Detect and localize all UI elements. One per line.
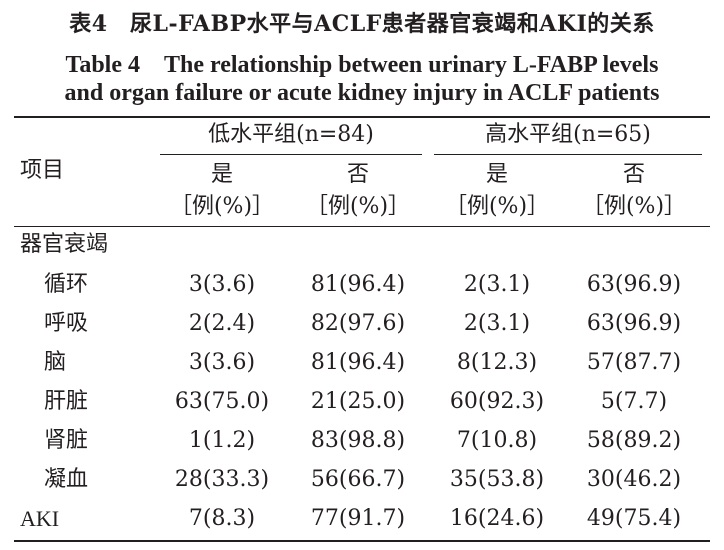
table-cell: 49(75.4) [586, 506, 682, 531]
table-cell: 77(91.7) [310, 506, 406, 531]
header-group-high: 高水平组(n=65) [485, 122, 651, 147]
table-cell: 57(87.7) [586, 350, 682, 375]
table-cell: 7(10.8) [456, 428, 538, 453]
header-group-low: 低水平组(n=84) [208, 122, 374, 147]
row-label: 循环 [44, 272, 89, 297]
table-cell: 81(96.4) [310, 350, 406, 375]
table-cell: 1(1.2) [188, 428, 256, 453]
table-cell: 81(96.4) [310, 272, 406, 297]
table-cell: 56(66.7) [310, 467, 406, 492]
row-label: 肾脏 [44, 428, 89, 453]
table-cell: 3(3.6) [188, 350, 256, 375]
table-cell: 63(75.0) [174, 389, 270, 414]
table-cell: 83(98.8) [310, 428, 406, 453]
header-unit-3: ［例(%)］ [444, 194, 550, 219]
table-cell: 3(3.6) [188, 272, 256, 297]
table-cell: 63(96.9) [586, 272, 682, 297]
row-label: 肝脏 [44, 389, 89, 414]
table-cell: 7(8.3) [188, 506, 256, 531]
table-cell: 35(53.8) [449, 467, 545, 492]
table-cell: 2(3.1) [463, 311, 531, 336]
header-unit-4: ［例(%)］ [581, 194, 687, 219]
table-cell: 63(96.9) [586, 311, 682, 336]
group-rule-high [434, 154, 702, 155]
row-label: 凝血 [44, 467, 89, 492]
header-unit-2: ［例(%)］ [305, 194, 411, 219]
table-top-rule [14, 116, 710, 118]
table-cell: 82(97.6) [310, 311, 406, 336]
header-unit-1: ［例(%)］ [169, 194, 275, 219]
table-cell: 5(7.7) [600, 389, 668, 414]
table-header-rule [14, 226, 710, 227]
table-title-english-line2: and organ failure or acute kidney injury… [64, 80, 660, 106]
table-cell: 30(46.2) [586, 467, 682, 492]
header-low-no: 否 [346, 162, 370, 187]
table-cell: 60(92.3) [449, 389, 545, 414]
table-cell: 58(89.2) [586, 428, 682, 453]
table-cell: 28(33.3) [174, 467, 270, 492]
group-rule-low [160, 154, 422, 155]
row-label: 脑 [44, 350, 67, 375]
table-cell: 2(2.4) [188, 311, 256, 336]
table-title-english-line1: Table 4 The relationship between urinary… [65, 52, 659, 78]
table-bottom-rule [14, 540, 710, 542]
table-cell: 21(25.0) [310, 389, 406, 414]
header-item: 项目 [20, 158, 65, 183]
header-high-no: 否 [622, 162, 646, 187]
row-label: 呼吸 [44, 311, 89, 336]
header-low-yes: 是 [210, 162, 234, 187]
row-label-aki: AKI [20, 506, 60, 531]
table-cell: 8(12.3) [456, 350, 538, 375]
table-cell: 16(24.6) [449, 506, 545, 531]
table-cell: 2(3.1) [463, 272, 531, 297]
section-label-organ-failure: 器官衰竭 [20, 232, 109, 257]
table-title-chinese: 表4 尿L-FABP水平与ACLF患者器官衰竭和AKI的关系 [69, 11, 655, 37]
header-high-yes: 是 [485, 162, 509, 187]
